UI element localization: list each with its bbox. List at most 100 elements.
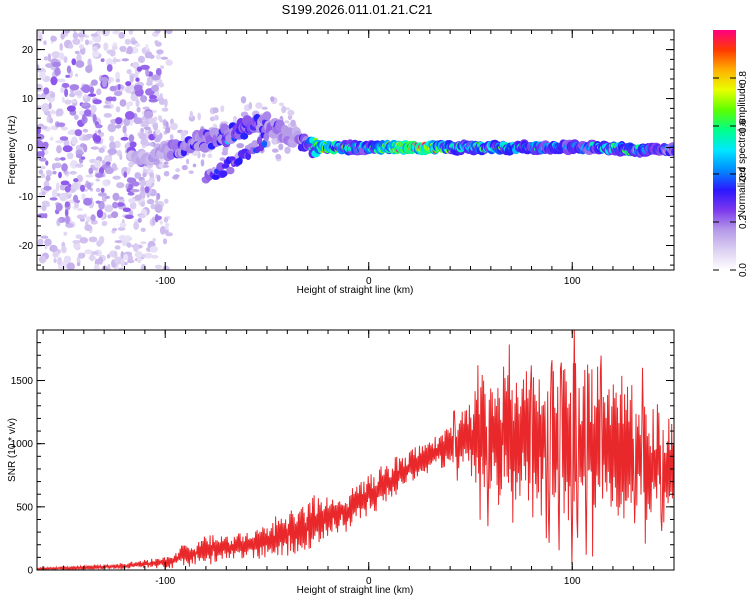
spectrogram-cell [41,191,46,196]
spectrogram-cell [170,122,178,131]
colorbar: 0.0 0.2 0.4 0.6 0.8 Normalized spectral ampl… [713,30,749,277]
spectrogram-cell [104,195,111,199]
spectrogram-cell [37,238,44,246]
snr-line-layer [37,330,674,570]
spectrogram-cell [200,159,205,167]
spectrogram-cell [158,97,166,105]
spectrogram-cell [64,99,72,105]
spectrogram-cell [248,102,253,110]
spectrogram-cell [84,39,90,46]
spectrogram-cell [134,251,143,258]
spectrogram-cell [74,129,83,137]
spectrogram-cell [58,52,65,60]
spectrogram-cell [132,61,140,69]
spectrogram-cell [165,59,173,66]
spectrogram-cell [58,171,62,179]
spectrogram-cell [125,81,132,87]
spectrogram-cell [241,148,249,154]
spectrogram-cell [131,181,140,187]
spectrogram-cell [94,135,102,143]
spectrogram-cell [128,161,134,168]
spectrogram-cell [81,84,91,94]
spectrogram-cell [91,50,100,58]
spectrogram-cell [151,74,160,81]
spectrogram-cell [117,84,121,91]
spectrogram-cell [82,128,89,133]
spectrogram-cell [74,50,80,55]
spectrogram-cell [155,54,161,60]
spectrogram-cell [163,229,169,234]
spectrogram-cell [156,49,164,55]
spectrogram-cell [124,235,132,243]
spectrogram-cell [290,119,296,128]
bottom-y-tick-label: 500 [16,502,33,513]
top-x-tick-label: -100 [155,276,175,287]
spectrogram-cell [38,157,47,162]
spectrogram-cell [140,201,145,207]
spectrogram-cell [64,185,71,193]
spectrogram-cell [236,143,245,149]
spectrogram-heatmap [37,30,674,270]
spectrogram-cell [119,99,127,107]
spectrogram-cell [76,214,85,219]
spectrogram-cell [133,243,139,252]
spectrogram-cell [152,122,159,131]
top-x-tick-label: 0 [366,276,372,287]
spectrogram-cell [72,31,79,40]
spectrogram-cell [111,211,119,219]
spectrogram-cell [112,58,121,63]
spectrogram-cell [126,46,133,55]
spectrogram-cell [275,153,282,160]
bottom-y-tick-label: 0 [27,566,33,577]
spectrogram-cell [162,164,169,168]
spectrogram-cell [58,78,66,83]
spectrogram-cell [40,165,46,170]
spectrogram-cell [118,267,126,270]
spectrogram-cell [122,207,131,213]
spectrogram-cell [106,179,111,185]
spectrogram-cell [113,250,118,258]
spectrogram-cell [154,214,159,223]
spectrogram-cell [71,136,78,145]
spectrogram-cell [155,129,161,136]
spectrogram-cell [154,264,163,269]
spectrogram-cell [63,231,68,236]
spectrogram-cell [149,142,154,147]
spectrogram-cell [83,94,88,100]
spectrogram-cell [49,93,56,98]
spectrogram-cell [137,55,146,64]
spectrogram-cell [56,145,62,154]
spectrogram-cell [72,240,81,244]
spectrogram-cell [103,105,112,109]
spectrogram-cell [105,58,113,67]
top-y-tick-label: 0 [27,143,33,154]
spectrogram-cell [127,191,135,196]
spectrogram-cell [165,121,169,128]
spectrogram-cell [209,116,216,122]
spectrogram-cell [56,122,66,127]
spectrogram-cell [151,216,156,226]
spectrogram-cell [68,43,74,49]
spectrogram-cell [64,30,70,34]
spectrogram-cell [94,159,101,169]
spectrogram-cell [145,67,150,77]
spectrogram-cell [85,174,94,178]
spectrogram-cell [103,42,109,51]
spectrogram-cell [93,263,100,270]
spectrogram-cell [76,53,82,63]
spectrogram-cell [126,85,135,90]
spectrogram-cell [74,114,79,120]
spectrogram-cell [95,124,103,129]
spectrogram-cell [82,114,86,123]
spectrogram-cell [281,105,287,114]
spectrogram-cell [89,253,95,262]
spectrogram-cell [145,44,149,51]
spectrogram-cell [189,110,194,118]
spectrogram-cell [51,51,61,59]
spectrogram-cell [124,38,132,45]
spectrogram-cell [115,71,121,81]
spectrogram-cell [77,208,83,212]
spectrogram-cell [115,78,121,83]
spectrogram-cell [263,132,270,142]
spectrogram-cell [287,114,293,121]
